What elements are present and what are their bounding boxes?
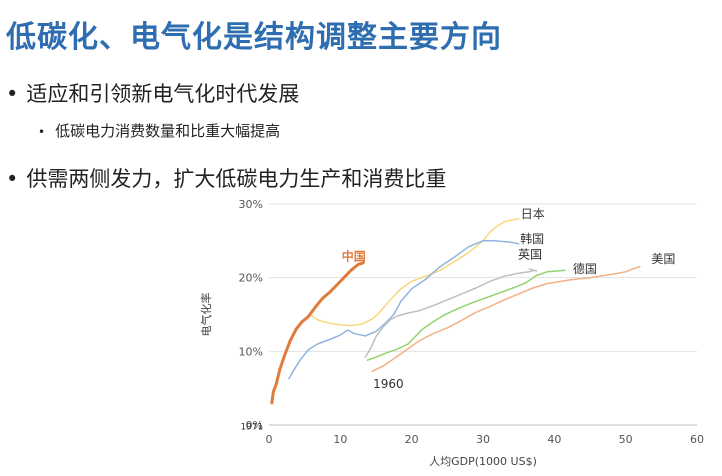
electrification-chart: 0% 10% 20% 30% 0 10 20 30 40 50 60 人均GDP(1000 US$) 电… xyxy=(199,198,704,468)
y-tick-label: 10% xyxy=(239,345,263,358)
bullet-dot-icon: • xyxy=(38,125,46,139)
x-tick-label: 50 xyxy=(619,433,633,446)
series-label: 德国 xyxy=(573,261,597,276)
series-label: 英国 xyxy=(518,248,542,262)
x-tick-label: 60 xyxy=(690,433,704,446)
series-line-英国 xyxy=(364,268,538,358)
x-axis-title: 人均GDP(1000 US$) xyxy=(429,455,537,468)
series-label: 中国 xyxy=(342,249,366,264)
y-tick-label: 30% xyxy=(239,198,263,211)
y-tick-label: 20% xyxy=(239,272,263,285)
series-line-中国 xyxy=(270,261,365,405)
sub-bullet-item: • 低碳电力消费数量和比重大幅提高 xyxy=(38,120,280,141)
sub-bullet-text: 低碳电力消费数量和比重大幅提高 xyxy=(55,122,281,140)
series-line-美国 xyxy=(371,265,641,372)
series-label: 日本 xyxy=(521,207,545,221)
y-axis-title: 电气化率 xyxy=(199,293,213,337)
bullet-dot-icon: • xyxy=(6,167,19,191)
series-line-德国 xyxy=(366,269,566,361)
series-line-韩国 xyxy=(288,240,520,380)
bullet-item: • 适应和引领新电气化时代发展 xyxy=(6,78,299,108)
series-line-日本 xyxy=(311,217,520,327)
series-label: 1960 xyxy=(373,377,404,391)
bullet-text: 供需两侧发力，扩大低碳电力生产和消费比重 xyxy=(26,167,447,191)
x-tick-label: 0 xyxy=(266,433,273,446)
x-tick-label: 20 xyxy=(405,433,419,446)
x-tick-label: 10 xyxy=(333,433,347,446)
slide-title: 低碳化、电气化是结构调整主要方向 xyxy=(6,20,502,55)
series-label: 美国 xyxy=(651,252,675,266)
y-tick-label: 0% xyxy=(246,419,263,432)
series-label: 韩国 xyxy=(520,231,544,246)
series-label: 1971 xyxy=(240,422,263,432)
bullet-dot-icon: • xyxy=(6,82,19,106)
x-tick-label: 40 xyxy=(547,433,561,446)
bullet-text: 适应和引领新电气化时代发展 xyxy=(26,82,300,106)
bullet-item: • 供需两侧发力，扩大低碳电力生产和消费比重 xyxy=(6,163,446,193)
x-tick-label: 30 xyxy=(476,433,490,446)
